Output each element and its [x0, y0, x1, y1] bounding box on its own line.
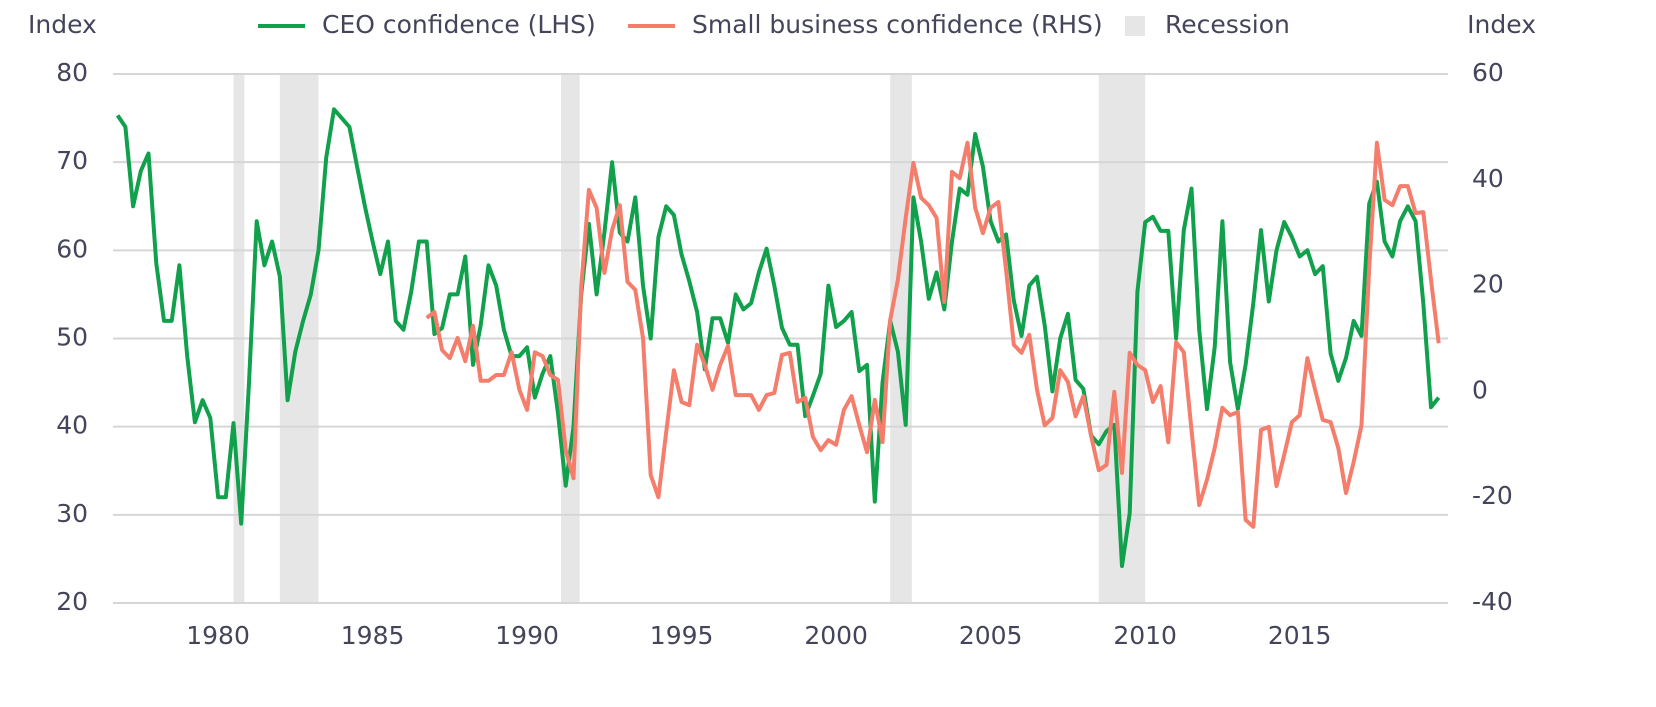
legend-label: CEO confidence (LHS) [322, 10, 596, 39]
y-axis-label: Index [28, 10, 97, 39]
y-tick-label: 20 [56, 587, 88, 616]
x-tick-label: 2010 [1113, 621, 1177, 650]
y-tick-label: 70 [56, 146, 88, 175]
x-tick-label: 2015 [1268, 621, 1332, 650]
x-tick-label: 1995 [650, 621, 714, 650]
series-line [425, 140, 1441, 529]
legend-label: Small business confidence (RHS) [692, 10, 1103, 39]
x-tick-label: 2000 [804, 621, 868, 650]
y2-tick-label: 20 [1472, 270, 1504, 299]
y-tick-label: 30 [56, 499, 88, 528]
x-tick-label: 1980 [186, 621, 250, 650]
y-tick-label: 50 [56, 323, 88, 352]
x-tick-label: 1985 [341, 621, 405, 650]
y2-tick-label: -20 [1472, 481, 1513, 510]
y2-tick-label: -40 [1472, 587, 1513, 616]
y-tick-label: 60 [56, 234, 88, 263]
y2-axis-label: Index [1467, 10, 1536, 39]
x-tick-label: 1990 [495, 621, 559, 650]
x-tick-label: 2005 [959, 621, 1023, 650]
legend-label: Recession [1165, 10, 1290, 39]
y-tick-label: 80 [56, 58, 88, 87]
y2-tick-label: 0 [1472, 375, 1488, 404]
y2-tick-label: 40 [1472, 164, 1504, 193]
legend-swatch [1125, 16, 1145, 36]
series-line [115, 107, 1441, 568]
y-tick-label: 40 [56, 411, 88, 440]
y2-tick-label: 60 [1472, 58, 1504, 87]
